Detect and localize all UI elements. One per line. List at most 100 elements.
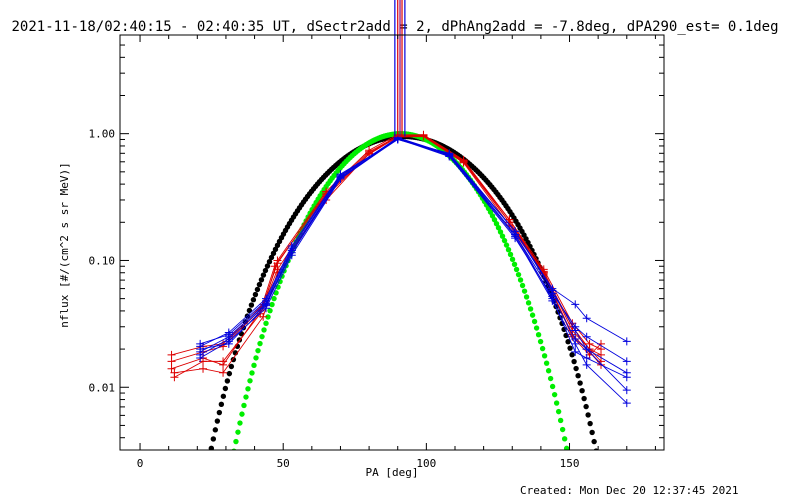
series-marker xyxy=(582,332,591,341)
black-fit-curve-point xyxy=(246,307,253,314)
series-marker xyxy=(196,350,205,359)
green-fit-curve-point xyxy=(541,353,548,359)
series-marker xyxy=(622,337,631,346)
axis-layer: 0 50 100 150 0.01 0.10 1.00 xyxy=(89,34,664,470)
black-fit-curve-point xyxy=(262,267,269,274)
green-fit-curve-point xyxy=(233,438,239,445)
black-fit-curve-point xyxy=(270,250,277,257)
series-11 xyxy=(196,135,631,395)
green-fit-curve-point xyxy=(243,394,249,400)
series-marker xyxy=(259,312,268,321)
black-fit-curve-point xyxy=(256,281,263,288)
green-fit-curve-point xyxy=(273,290,279,296)
green-fit-curve-point xyxy=(555,408,562,415)
green-fit-curve-point xyxy=(535,332,542,338)
black-fit-curve-point xyxy=(264,263,271,269)
black-fit-curve-point xyxy=(595,458,600,463)
black-fit-curve-point xyxy=(205,460,210,465)
black-fit-curve-point xyxy=(228,363,235,370)
green-fit-curve-point xyxy=(523,294,530,300)
black-fit-curve-point xyxy=(201,460,206,465)
green-fit-curve-point xyxy=(253,355,259,361)
black-fit-curve-point xyxy=(197,460,202,465)
series-line xyxy=(199,138,628,374)
y-axis-label: nflux [#/(cm^2 s sr MeV)] xyxy=(58,162,71,328)
green-fit-curve-point xyxy=(249,370,255,376)
series-marker xyxy=(582,360,591,369)
green-fit-curve-point xyxy=(497,229,504,235)
black-fit-curve-point xyxy=(248,302,255,308)
black-fit-curve-point xyxy=(216,409,223,416)
black-fit-curve-point xyxy=(208,445,215,450)
black-fit-curve-point xyxy=(220,393,227,399)
green-fit-curve-point xyxy=(551,391,558,398)
green-fit-curve-point xyxy=(529,312,536,318)
series-marker xyxy=(622,373,631,382)
black-fit-curve-point xyxy=(207,455,212,460)
vertical-markers xyxy=(394,0,406,137)
green-fit-curve-point xyxy=(513,266,520,273)
black-fit-curve-point xyxy=(266,259,273,265)
green-fit-curve-point xyxy=(239,411,245,417)
black-fit-curve-point xyxy=(252,291,259,298)
y-tick-label: 1.00 xyxy=(89,128,116,141)
black-fit-curve-point xyxy=(214,418,221,424)
series-marker xyxy=(219,368,228,377)
series-8 xyxy=(196,134,631,377)
black-fit-curve xyxy=(197,133,600,465)
black-fit-curve-point xyxy=(224,378,231,384)
green-fit-curve-point xyxy=(527,306,534,312)
series-marker xyxy=(459,157,468,166)
footer-created: Created: Mon Dec 20 12:37:45 2021 xyxy=(520,484,739,497)
series-marker xyxy=(445,150,454,159)
series-marker xyxy=(571,339,580,348)
black-fit-curve-point xyxy=(569,352,575,358)
green-fit-curve-point xyxy=(592,460,597,465)
series-marker xyxy=(393,135,402,144)
series-marker xyxy=(582,345,591,354)
green-fit-curve-point xyxy=(539,345,546,352)
series-marker xyxy=(571,300,580,309)
green-fit-curve-point xyxy=(255,347,261,354)
series-marker xyxy=(419,131,428,140)
green-fit-curve-point xyxy=(549,383,556,390)
black-fit-curve-point xyxy=(591,438,597,445)
series-marker xyxy=(582,314,591,323)
series-10 xyxy=(196,134,631,408)
green-fit-curve-point xyxy=(533,325,540,331)
black-fit-curve-point xyxy=(577,380,583,386)
series-marker xyxy=(622,386,631,395)
black-fit-curve-point xyxy=(585,412,591,418)
green-fit-curve-point xyxy=(245,386,251,392)
series-marker xyxy=(224,335,233,344)
x-tick-label: 150 xyxy=(560,457,580,470)
green-fit-curve-point xyxy=(517,277,524,283)
black-fit-curve-point xyxy=(581,395,587,402)
green-fit-curve-point xyxy=(251,362,257,369)
plot-frame xyxy=(119,34,665,451)
x-tick-label: 0 xyxy=(137,457,144,470)
green-fit-curve-point xyxy=(223,460,228,465)
data-layer xyxy=(167,0,631,465)
series-6 xyxy=(196,135,631,351)
black-fit-curve-point xyxy=(575,373,581,379)
black-fit-curve-point xyxy=(573,365,579,372)
series-line xyxy=(200,137,627,378)
green-fit-curve-point xyxy=(501,237,508,244)
green-fit-curve-point xyxy=(586,460,591,465)
green-fit-curve-point xyxy=(557,417,564,424)
series-marker xyxy=(505,215,514,224)
series-marker xyxy=(582,354,591,363)
black-fit-curve-point xyxy=(218,401,225,407)
series-marker xyxy=(287,248,296,257)
series-marker xyxy=(548,286,557,295)
green-fit-curve-point xyxy=(561,436,568,442)
green-fit-curve-point xyxy=(559,426,566,433)
series-marker xyxy=(548,296,557,305)
green-fit-curve-point xyxy=(499,233,506,239)
black-fit-curve-point xyxy=(226,370,233,377)
series-marker xyxy=(167,364,176,373)
green-fit-curve-point xyxy=(525,300,532,306)
black-fit-curve-point xyxy=(258,277,265,283)
series-marker xyxy=(167,350,176,359)
